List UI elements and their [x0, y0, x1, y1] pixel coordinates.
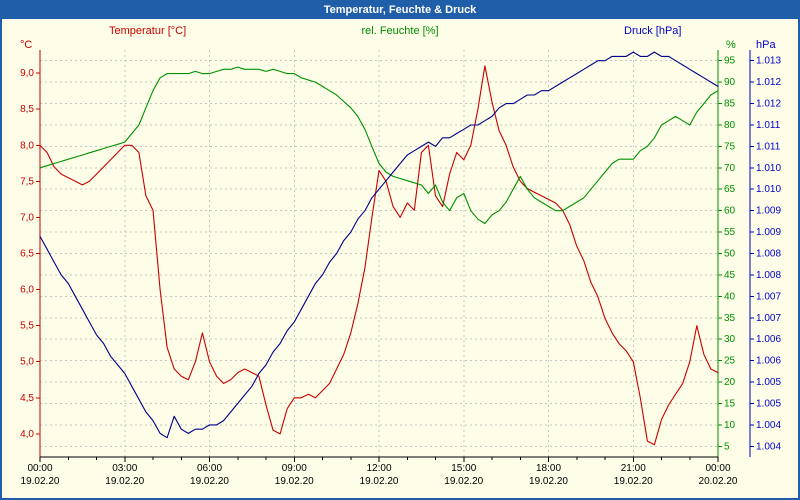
- legend-humidity: rel. Feuchte [%]: [361, 25, 439, 37]
- pressure-tick-label: 1.012: [756, 99, 781, 110]
- humidity-tick-label: 80: [724, 120, 736, 131]
- x-time-label: 03:00: [112, 463, 137, 474]
- pressure-tick-label: 1.006: [756, 334, 781, 345]
- pressure-tick-label: 1.006: [756, 356, 781, 367]
- x-date-label: 19.02.20: [360, 476, 399, 487]
- x-date-label: 19.02.20: [614, 476, 653, 487]
- x-date-label: 19.02.20: [529, 476, 568, 487]
- title-bar: Temperatur, Feuchte & Druck: [2, 2, 798, 19]
- x-time-label: 06:00: [197, 463, 222, 474]
- humidity-tick-label: 30: [724, 334, 736, 345]
- x-date-label: 19.02.20: [21, 476, 60, 487]
- temperature-tick-label: 6,5: [20, 249, 34, 260]
- humidity-tick-label: 60: [724, 206, 736, 217]
- x-date-label: 19.02.20: [190, 476, 229, 487]
- pressure-tick-label: 1.011: [756, 120, 781, 131]
- x-time-label: 21:00: [621, 463, 646, 474]
- pressure-tick-label: 1.004: [756, 420, 781, 431]
- pressure-tick-label: 1.005: [756, 398, 781, 409]
- axis-unit-percent: %: [726, 39, 736, 51]
- temperature-tick-label: 5,0: [20, 357, 34, 368]
- pressure-tick-label: 1.009: [756, 227, 781, 238]
- humidity-tick-label: 70: [724, 163, 736, 174]
- x-time-label: 18:00: [536, 463, 561, 474]
- humidity-tick-label: 20: [724, 377, 736, 388]
- humidity-tick-label: 95: [724, 56, 736, 67]
- temperature-tick-label: 8,5: [20, 104, 34, 115]
- x-date-label: 20.02.20: [699, 476, 738, 487]
- x-date-label: 19.02.20: [444, 476, 483, 487]
- humidity-tick-label: 50: [724, 249, 736, 260]
- pressure-tick-label: 1.008: [756, 270, 781, 281]
- pressure-tick-label: 1.004: [756, 441, 781, 452]
- temperature-tick-label: 6,0: [20, 285, 34, 296]
- humidity-tick-label: 40: [724, 291, 736, 302]
- temperature-curve: [39, 65, 719, 446]
- temperature-tick-label: 4,0: [20, 429, 34, 440]
- x-time-label: 12:00: [366, 463, 391, 474]
- page-title: Temperatur, Feuchte & Druck: [323, 4, 477, 16]
- pressure-tick-label: 1.008: [756, 249, 781, 260]
- humidity-tick-label: 65: [724, 184, 736, 195]
- x-date-label: 19.02.20: [275, 476, 314, 487]
- pressure-tick-label: 1.010: [756, 184, 781, 195]
- humidity-tick-label: 75: [724, 141, 736, 152]
- humidity-tick-label: 85: [724, 99, 736, 110]
- pressure-tick-label: 1.005: [756, 377, 781, 388]
- pressure-tick-label: 1.011: [756, 141, 781, 152]
- pressure-tick-label: 1.010: [756, 163, 781, 174]
- humidity-tick-label: 55: [724, 227, 736, 238]
- x-date-label: 19.02.20: [105, 476, 144, 487]
- pressure-tick-label: 1.013: [756, 56, 781, 67]
- humidity-tick-label: 90: [724, 77, 736, 88]
- axis-unit-celsius: °C: [20, 39, 33, 51]
- x-time-label: 15:00: [451, 463, 476, 474]
- temperature-tick-label: 7,5: [20, 176, 34, 187]
- temperature-tick-label: 8,0: [20, 140, 34, 151]
- humidity-tick-label: 25: [724, 356, 736, 367]
- temperature-tick-label: 4,5: [20, 393, 34, 404]
- x-time-label: 09:00: [282, 463, 307, 474]
- humidity-curve: [39, 66, 719, 225]
- pressure-tick-label: 1.007: [756, 291, 781, 302]
- pressure-curve: [39, 51, 719, 439]
- humidity-tick-label: 15: [724, 398, 736, 409]
- humidity-tick-label: 5: [724, 441, 730, 452]
- temperature-tick-label: 7,0: [20, 212, 34, 223]
- axis-unit-hpa: hPa: [756, 39, 776, 51]
- humidity-tick-label: 35: [724, 313, 736, 324]
- x-time-label: 00:00: [27, 463, 52, 474]
- humidity-tick-label: 45: [724, 270, 736, 281]
- legend-temperature: Temperatur [°C]: [109, 25, 187, 37]
- temperature-tick-label: 9,0: [20, 68, 34, 79]
- temperature-tick-label: 5,5: [20, 321, 34, 332]
- legend-pressure: Druck [hPa]: [624, 25, 682, 37]
- x-time-label: 00:00: [705, 463, 730, 474]
- pressure-tick-label: 1.009: [756, 206, 781, 217]
- humidity-tick-label: 10: [724, 420, 736, 431]
- pressure-tick-label: 1.012: [756, 77, 781, 88]
- pressure-tick-label: 1.007: [756, 313, 781, 324]
